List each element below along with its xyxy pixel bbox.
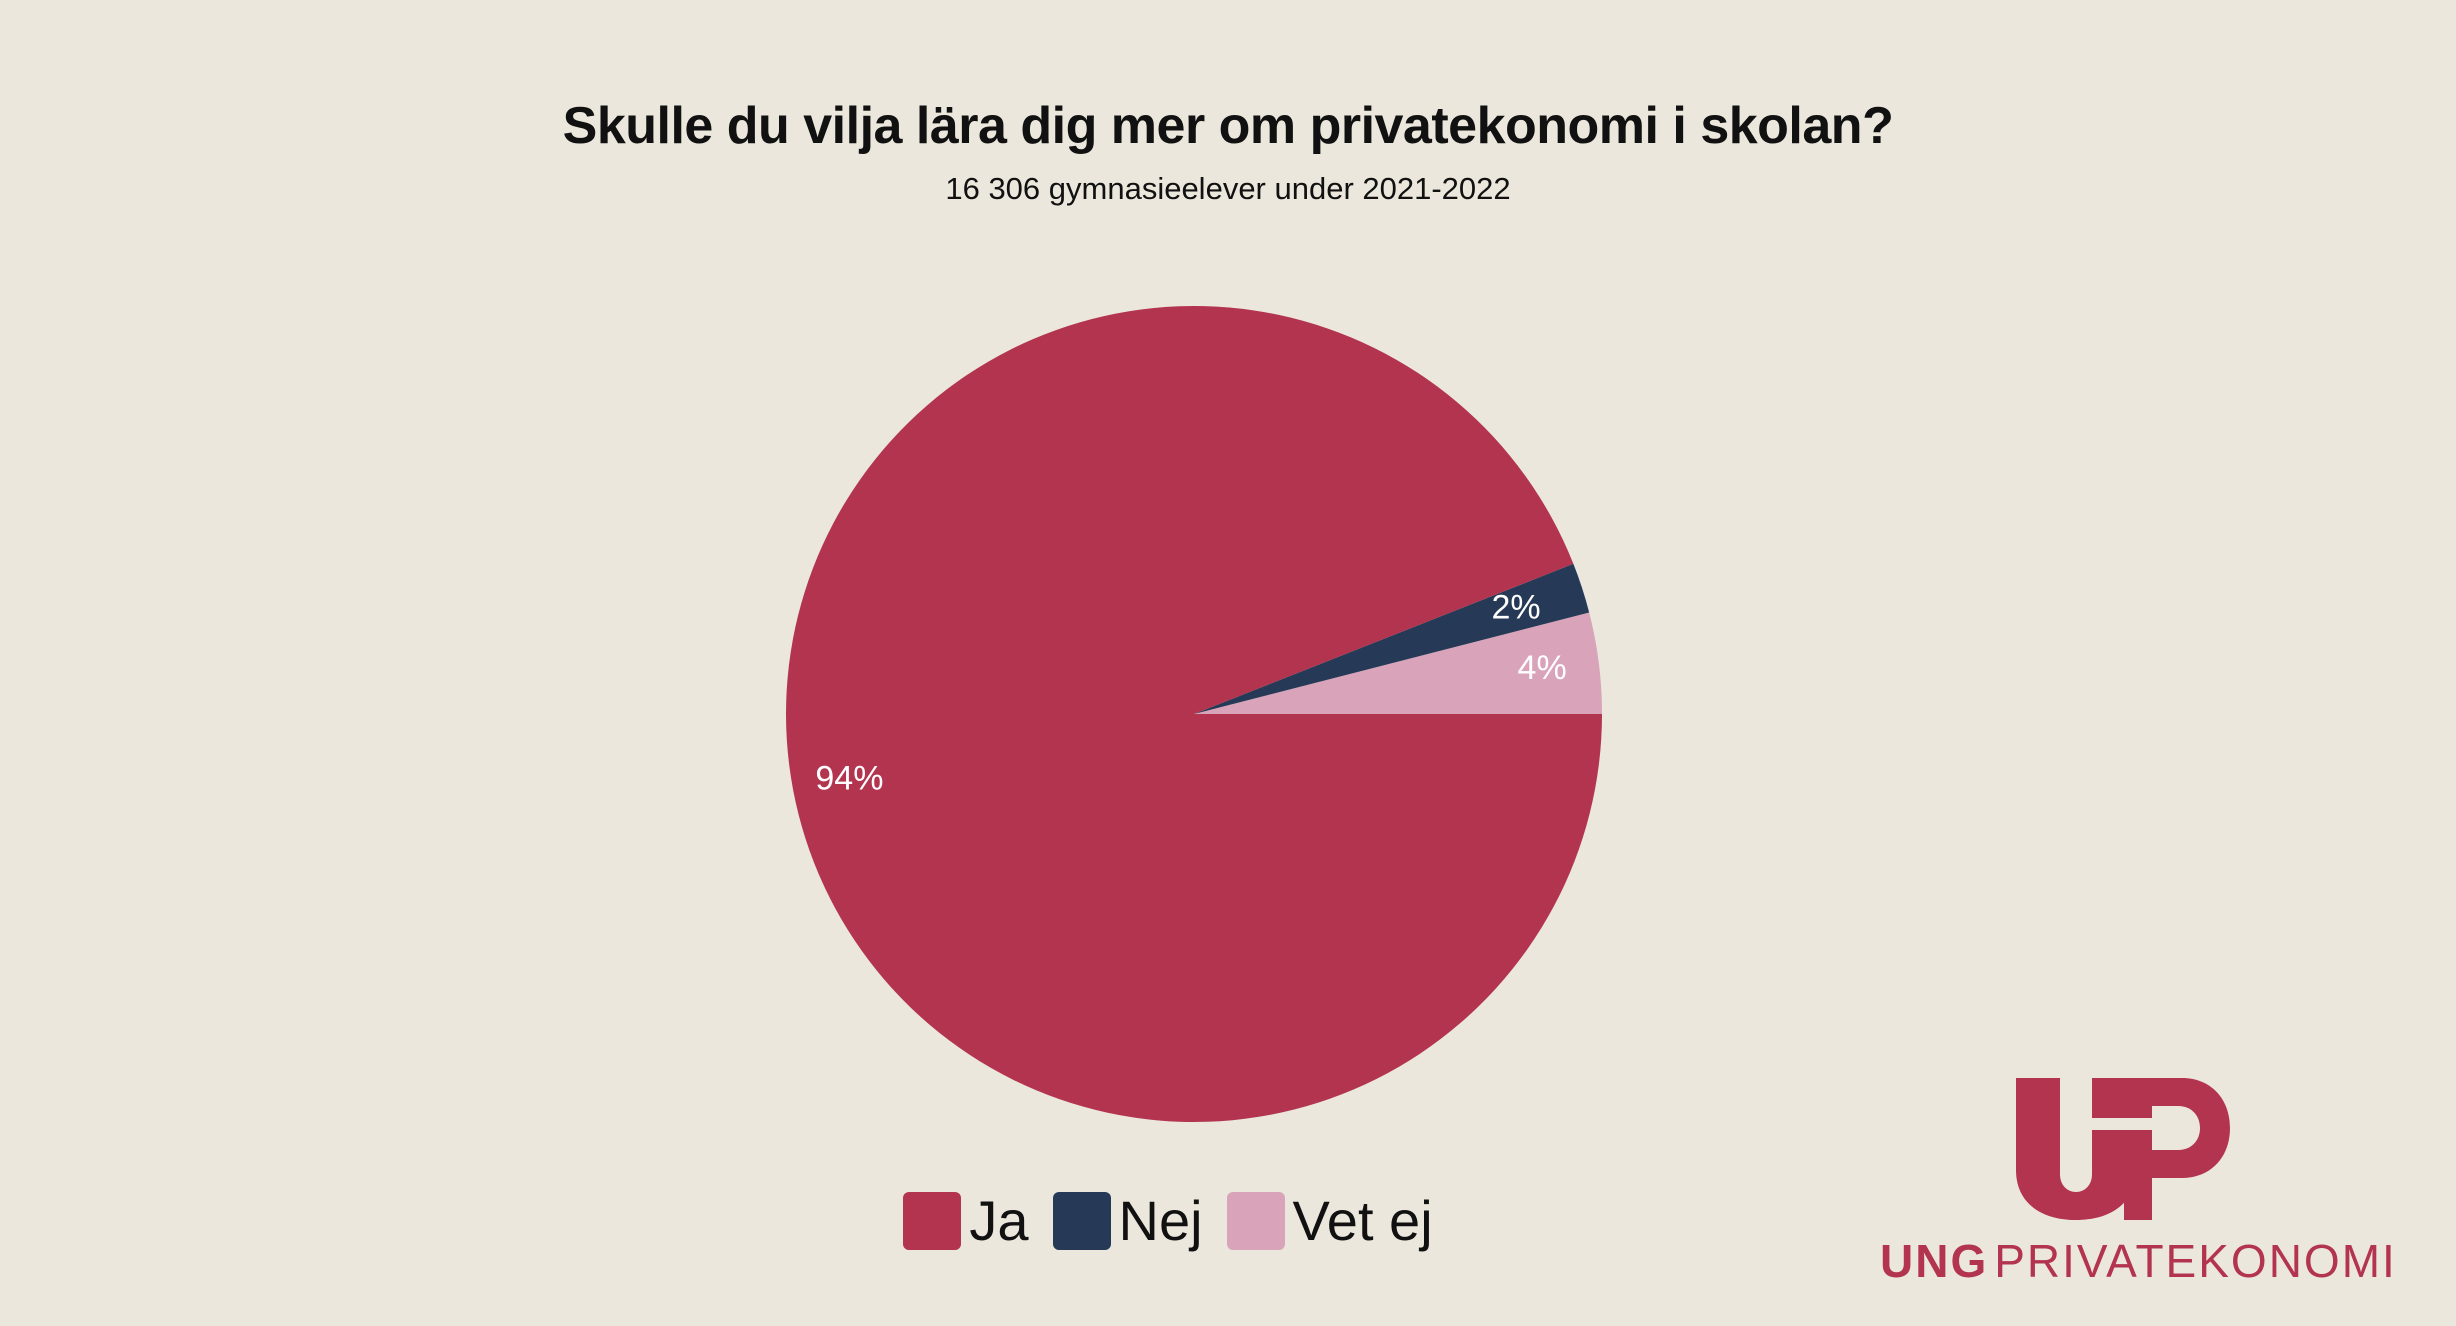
logo-letter-u bbox=[2016, 1078, 2136, 1220]
chart-legend: Ja Nej Vet ej bbox=[0, 1192, 2456, 1250]
pie-slice-nej bbox=[1194, 563, 1590, 714]
up-logo-mark bbox=[2016, 1078, 2230, 1220]
logo-letter-p bbox=[2124, 1078, 2230, 1220]
legend-swatch-vet-ej bbox=[1226, 1192, 1285, 1250]
pie-slice-ja bbox=[786, 306, 1602, 1123]
logo-wordmark-privatekonomi: PRIVATEKONOMI bbox=[1994, 1235, 2397, 1287]
pie-label-vet-ej: 4% bbox=[1518, 649, 1567, 687]
pie-label-ja: 94% bbox=[815, 759, 883, 797]
legend-item-nej: Nej bbox=[1052, 1189, 1203, 1252]
logo-wordmark: UNG PRIVATEKONOMI bbox=[1880, 1235, 2395, 1287]
legend-swatch-nej bbox=[1052, 1192, 1111, 1250]
chart-subtitle: 16 306 gymnasieelever under 2021-2022 bbox=[945, 171, 1511, 206]
legend-swatch-ja bbox=[903, 1192, 962, 1250]
logo-bar bbox=[2092, 1118, 2156, 1130]
logo-wordmark-ung: UNG bbox=[1880, 1235, 1989, 1287]
legend-item-ja: Ja bbox=[903, 1189, 1029, 1252]
legend-item-vet-ej: Vet ej bbox=[1226, 1189, 1433, 1252]
chart-title: Skulle du vilja lära dig mer om privatek… bbox=[562, 97, 1894, 155]
up-logo: UNG PRIVATEKONOMI bbox=[1880, 1070, 2395, 1300]
legend-label-ja: Ja bbox=[969, 1189, 1029, 1252]
pie-slice-vet-ej bbox=[1194, 612, 1602, 714]
pie-label-nej: 2% bbox=[1491, 588, 1540, 626]
legend-label-nej: Nej bbox=[1118, 1189, 1203, 1252]
legend-label-vet-ej: Vet ej bbox=[1292, 1189, 1433, 1252]
